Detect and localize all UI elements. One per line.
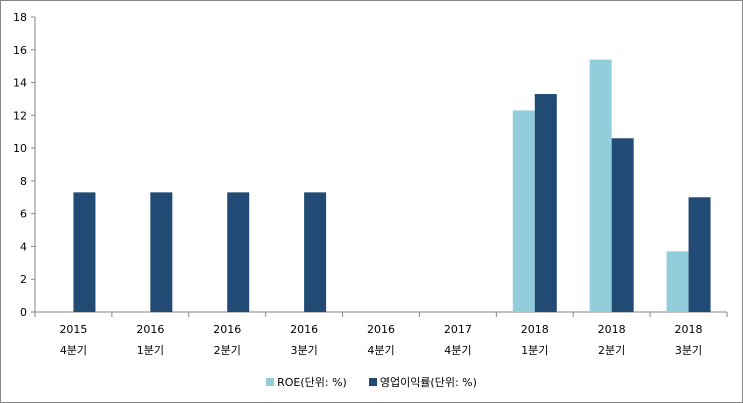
legend-label-roe: ROE(단위: %) xyxy=(277,376,347,389)
x-tick-label-year: 2018 xyxy=(598,323,626,336)
y-tick-label: 0 xyxy=(20,306,27,319)
y-tick-label: 18 xyxy=(13,11,27,24)
bar-operating-margin xyxy=(534,94,557,313)
legend-item-operating-margin: 영업이익률(단위: %) xyxy=(368,374,477,390)
x-tick-label-quarter: 4분기 xyxy=(367,344,394,357)
y-tick-label: 8 xyxy=(20,175,27,188)
x-tick-label-year: 2018 xyxy=(675,323,703,336)
x-tick-label-quarter: 2분기 xyxy=(598,344,625,357)
bar-roe xyxy=(512,110,535,313)
bar-chart: 0 2 4 6 8 10 12 14 16 18 2015 4분기 2016 1분기 2016 2분기 2016… xyxy=(13,11,728,357)
x-tick-label-quarter: 2분기 xyxy=(214,344,241,357)
bar-roe xyxy=(666,251,689,312)
x-tick-label-quarter: 1분기 xyxy=(521,344,548,357)
legend-label-operating-margin: 영업이익률(단위: %) xyxy=(379,376,477,389)
bar-operating-margin xyxy=(227,192,250,312)
y-tick-label: 2 xyxy=(20,273,27,286)
x-tick-label-quarter: 1분기 xyxy=(137,344,164,357)
y-tick-label: 12 xyxy=(13,109,27,122)
legend: ROE(단위: %) 영업이익률(단위: %) xyxy=(1,374,742,390)
x-tick-label-year: 2018 xyxy=(521,323,549,336)
y-tick-label: 4 xyxy=(20,240,27,253)
x-tick-label-year: 2016 xyxy=(136,323,164,336)
y-tick-label: 14 xyxy=(13,77,27,90)
x-tick-label-year: 2017 xyxy=(444,323,472,336)
bar-operating-margin xyxy=(150,192,173,312)
x-tick-label-quarter: 3분기 xyxy=(290,344,317,357)
legend-swatch-operating-margin xyxy=(368,378,377,386)
x-tick-label-year: 2015 xyxy=(59,323,87,336)
legend-swatch-roe xyxy=(266,378,275,386)
legend-item-roe: ROE(단위: %) xyxy=(266,374,347,390)
x-tick-label-year: 2016 xyxy=(367,323,395,336)
y-tick-label: 6 xyxy=(20,208,27,221)
bar-roe xyxy=(589,59,612,312)
bar-operating-margin xyxy=(304,192,327,312)
x-tick-label-quarter: 3분기 xyxy=(675,344,702,357)
x-tick-label-quarter: 4분기 xyxy=(444,344,471,357)
y-tick-label: 16 xyxy=(13,44,27,57)
y-tick-label: 10 xyxy=(13,142,27,155)
x-tick-label-quarter: 4분기 xyxy=(60,344,87,357)
bar-operating-margin xyxy=(73,192,96,312)
x-tick-label-year: 2016 xyxy=(290,323,318,336)
x-tick-label-year: 2016 xyxy=(213,323,241,336)
bar-operating-margin xyxy=(688,197,711,312)
bar-operating-margin xyxy=(611,138,634,312)
